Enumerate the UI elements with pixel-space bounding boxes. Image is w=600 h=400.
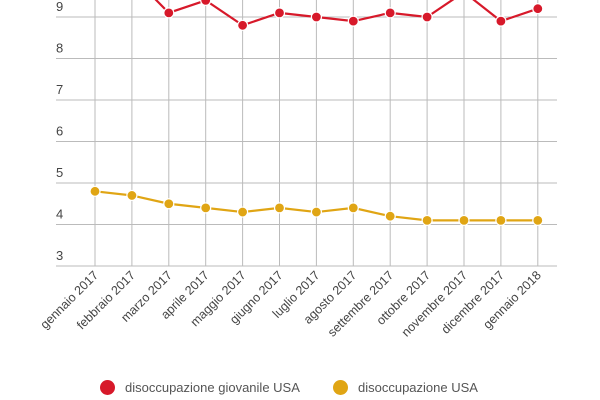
data-point-0 <box>310 11 322 23</box>
x-tick-label: novembre 2017 <box>399 268 470 339</box>
data-point-0 <box>384 7 396 19</box>
legend-item-total[interactable]: disoccupazione USA <box>333 380 478 395</box>
y-tick-label: 8 <box>56 41 63 56</box>
y-tick-label: 3 <box>56 248 63 263</box>
data-point-1 <box>458 214 470 226</box>
data-point-1 <box>495 214 507 226</box>
data-point-0 <box>200 0 212 6</box>
data-point-1 <box>126 189 138 202</box>
y-tick-label: 9 <box>56 0 63 14</box>
data-point-0 <box>237 19 249 31</box>
data-point-1 <box>310 206 322 218</box>
y-tick-label: 6 <box>56 124 63 139</box>
data-point-1 <box>347 202 359 214</box>
data-point-1 <box>532 214 544 226</box>
data-point-1 <box>384 210 396 222</box>
data-point-0 <box>163 7 175 19</box>
data-point-0 <box>495 15 507 27</box>
y-tick-label: 7 <box>56 82 63 97</box>
legend-marker-total <box>333 380 348 395</box>
data-point-1 <box>421 214 433 226</box>
data-point-0 <box>421 11 433 23</box>
legend-marker-youth <box>100 380 115 395</box>
y-tick-label: 4 <box>56 207 63 222</box>
y-tick-label: 5 <box>56 165 63 180</box>
data-point-1 <box>200 202 212 214</box>
data-point-1 <box>163 198 175 210</box>
data-point-1 <box>89 185 101 197</box>
data-point-0 <box>532 3 544 15</box>
data-point-0 <box>273 7 286 19</box>
legend-label-youth: disoccupazione giovanile USA <box>125 380 300 395</box>
data-point-1 <box>237 206 249 218</box>
data-point-0 <box>347 15 359 27</box>
x-tick-label: settembre 2017 <box>325 268 396 339</box>
data-point-1 <box>273 202 286 214</box>
legend-item-youth[interactable]: disoccupazione giovanile USA <box>100 380 300 395</box>
legend-label-total: disoccupazione USA <box>358 380 478 395</box>
